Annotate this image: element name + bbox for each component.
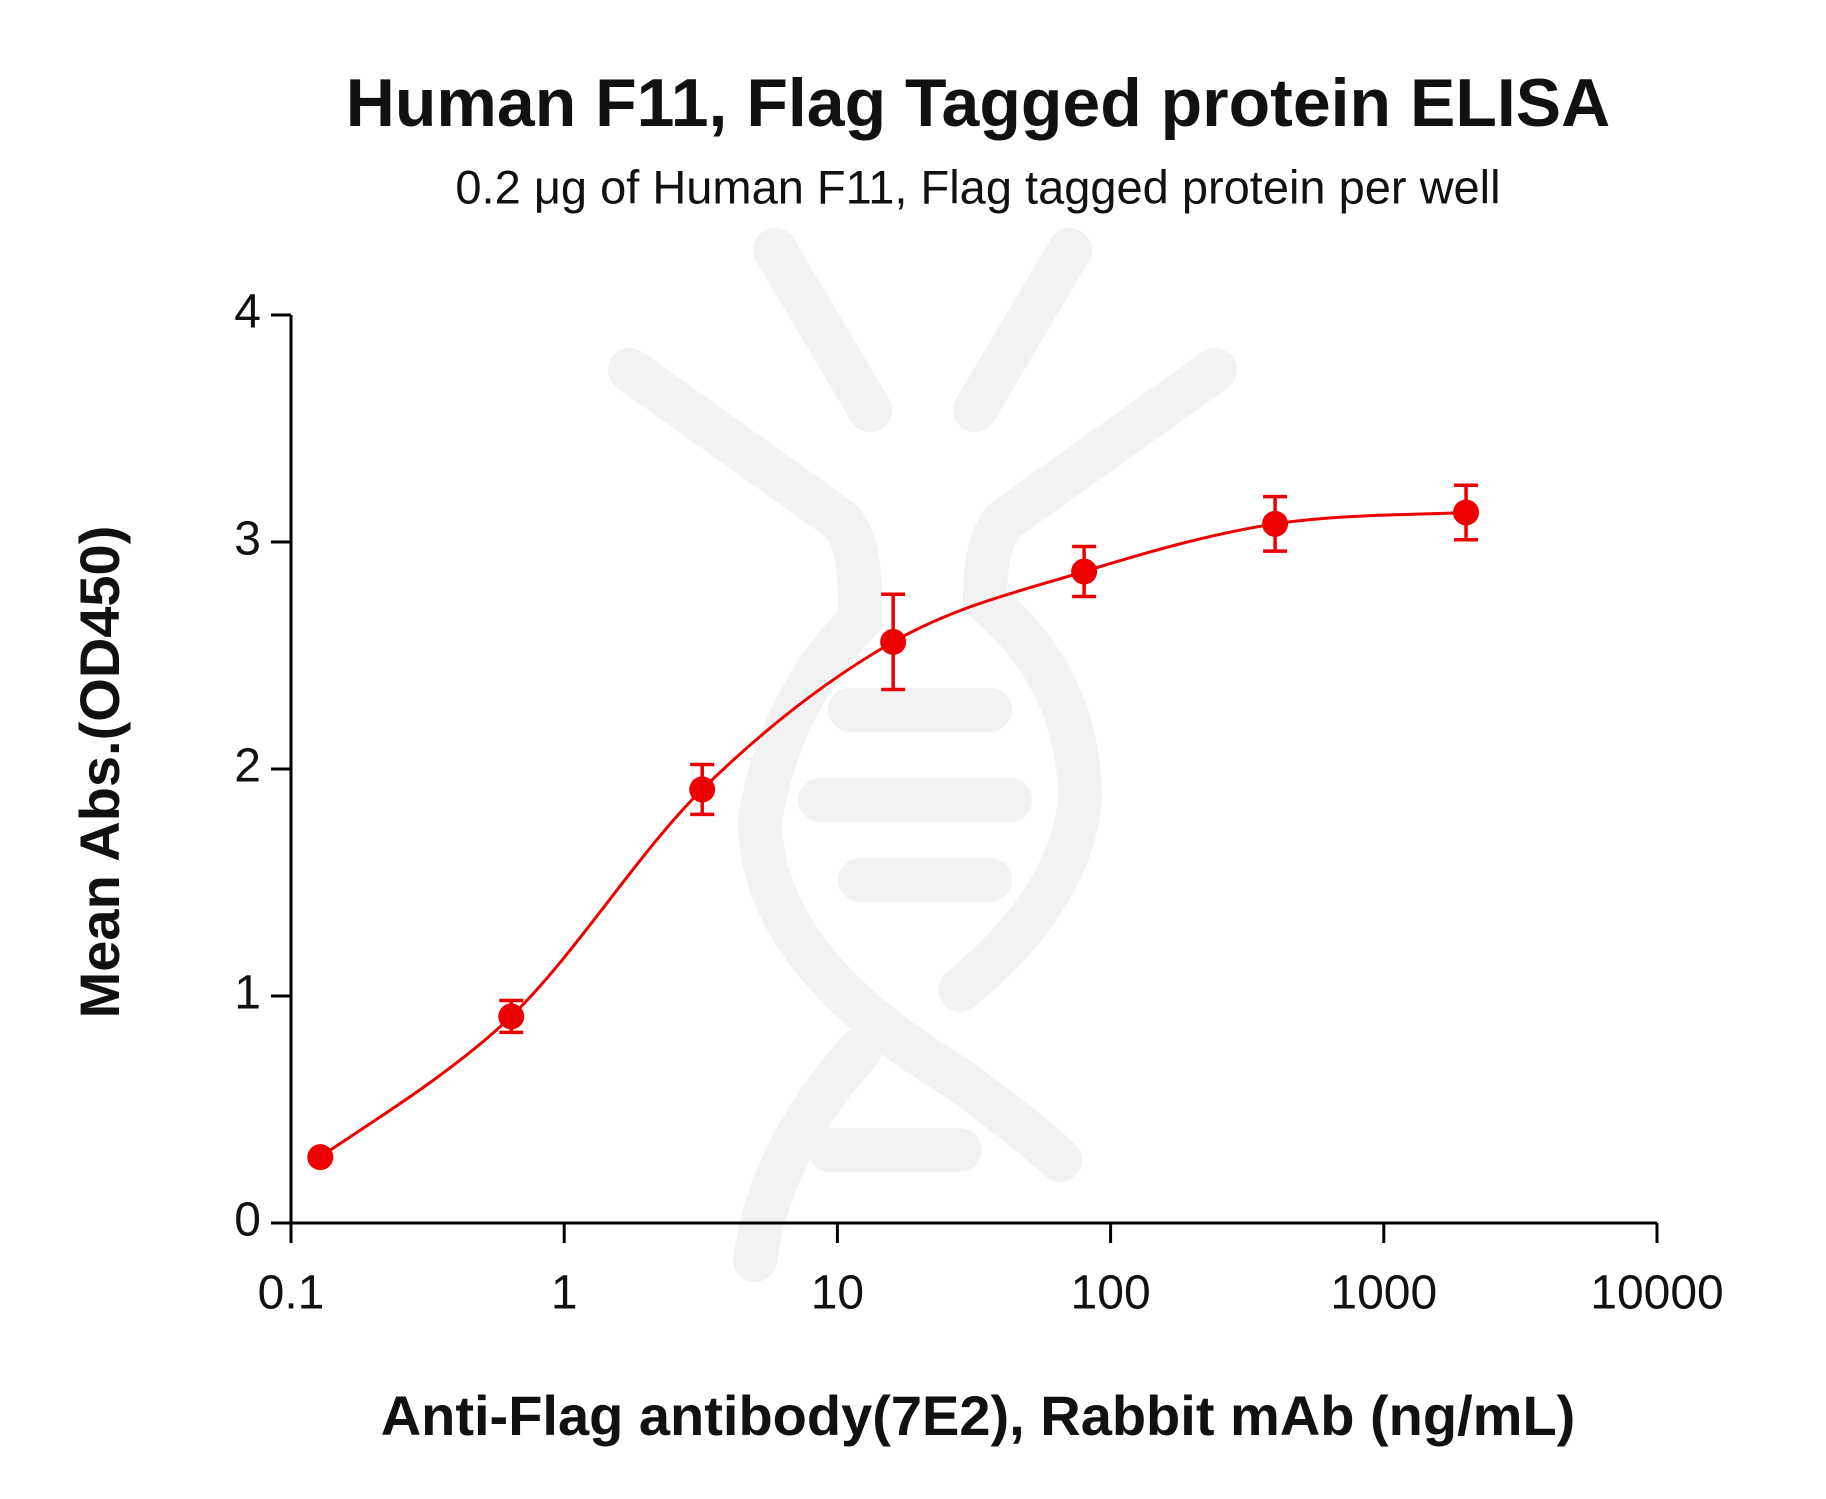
data-point [1453,499,1480,526]
data-point [307,1144,334,1171]
x-axis-label: Anti-Flag antibody(7E2), Rabbit mAb (ng/… [381,1384,1576,1447]
x-tick-label: 0.1 [258,1267,325,1320]
x-tick-label: 1000 [1330,1267,1437,1320]
data-point [1071,558,1098,585]
data-point [689,776,716,803]
y-tick-label: 1 [234,967,261,1020]
x-tick-label: 10 [811,1267,864,1320]
y-axis-label: Mean Abs.(OD450) [68,526,131,1019]
data-point [880,628,907,655]
y-tick-label: 3 [234,513,261,566]
chart-title: Human F11, Flag Tagged protein ELISA [346,65,1610,141]
y-tick-label: 2 [234,740,261,793]
data-point [498,1003,525,1030]
data-point [1262,510,1289,537]
watermark [608,228,1237,1282]
x-tick-label: 100 [1071,1267,1151,1320]
y-tick-label: 4 [234,286,261,339]
chart-subtitle: 0.2 μg of Human F11, Flag tagged protein… [455,160,1500,213]
y-tick-label: 0 [234,1194,261,1247]
x-tick-label: 1 [551,1267,578,1320]
x-tick-label: 10000 [1590,1267,1723,1320]
